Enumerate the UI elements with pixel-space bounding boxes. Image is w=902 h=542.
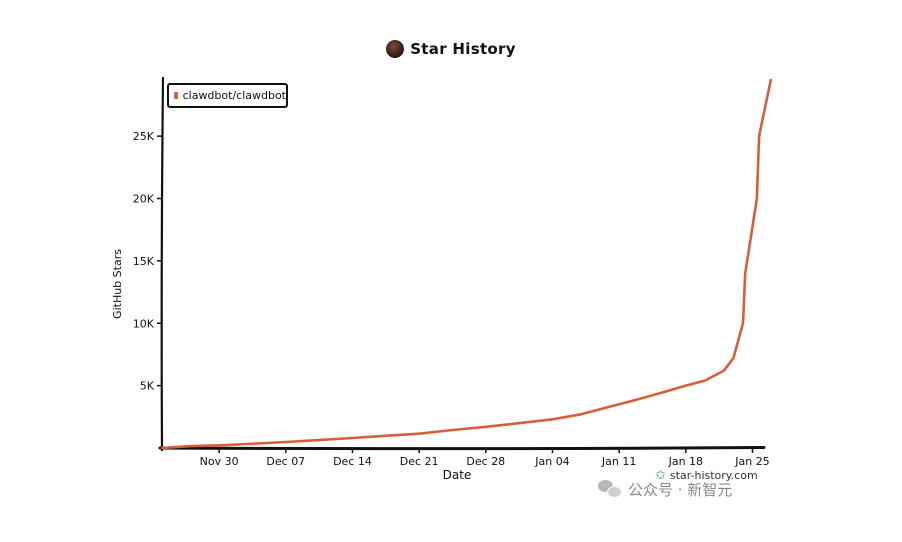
watermark-site: star-history.com (669, 469, 758, 482)
y-axis-line (160, 76, 165, 452)
wechat-watermark: 公众号 · 新智元 (598, 478, 732, 500)
x-tick-label: Dec 21 (400, 455, 439, 468)
x-tick-label: Nov 30 (200, 455, 239, 468)
y-tick-label: 25K (133, 130, 155, 143)
chart-title: Star History (0, 40, 902, 58)
x-tick-label: Jan 04 (534, 455, 569, 468)
x-tick-label: Jan 11 (601, 455, 636, 468)
y-tick-label: 20K (133, 193, 155, 206)
star-icon: ✩ (655, 468, 666, 483)
y-tick-label: 5K (140, 380, 155, 393)
y-tick-label: 10K (133, 317, 155, 330)
star-history-watermark: ✩ star-history.com (655, 468, 758, 483)
legend: clawdbot/clawdbot (167, 83, 288, 108)
x-tick-label: Jan 18 (668, 455, 703, 468)
x-tick-label: Jan 25 (734, 455, 769, 468)
x-tick-label: Dec 14 (333, 455, 372, 468)
x-axis-label: Date (443, 468, 472, 482)
series-line-clawdbot (160, 78, 773, 450)
x-tick-label: Dec 28 (466, 455, 505, 468)
legend-swatch (174, 92, 178, 99)
wechat-text: 公众号 · 新智元 (628, 480, 733, 499)
wechat-icon (598, 478, 622, 500)
avatar-icon (386, 40, 405, 58)
x-tick-label: Dec 07 (266, 455, 305, 468)
chart-title-text: Star History (410, 40, 516, 58)
x-axis-line (158, 446, 766, 451)
legend-label: clawdbot/clawdbot (182, 89, 286, 102)
y-tick-label: 15K (133, 255, 155, 268)
y-axis-label: GitHub Stars (111, 249, 124, 319)
